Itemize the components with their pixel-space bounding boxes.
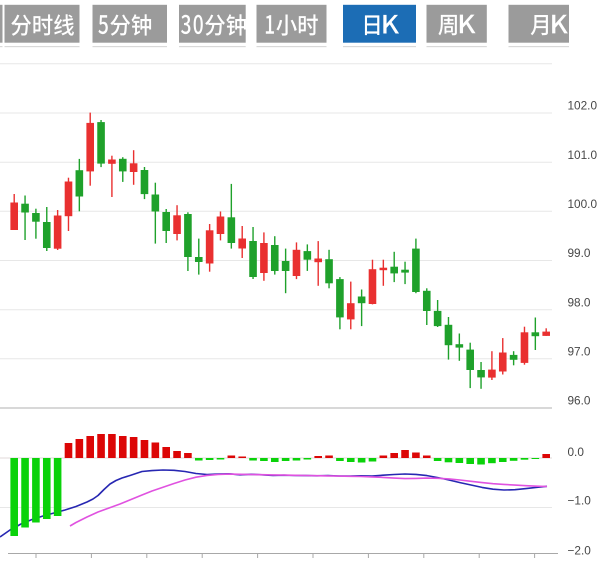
svg-text:101.0: 101.0: [568, 148, 598, 162]
svg-text:100.0: 100.0: [568, 197, 598, 211]
svg-text:0.0: 0.0: [568, 445, 585, 459]
svg-text:99.0: 99.0: [568, 246, 591, 260]
svg-text:96.0: 96.0: [568, 394, 591, 408]
svg-text:97.0: 97.0: [568, 345, 591, 359]
svg-text:−1.0: −1.0: [568, 494, 592, 508]
svg-text:98.0: 98.0: [568, 295, 591, 309]
svg-text:−2.0: −2.0: [568, 544, 592, 558]
svg-text:102.0: 102.0: [568, 99, 598, 113]
